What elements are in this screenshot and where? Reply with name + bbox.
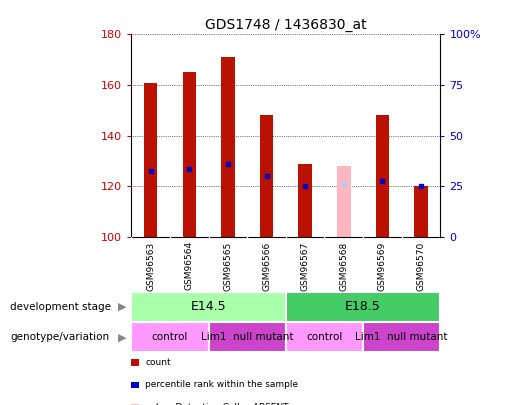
Text: Lim1  null mutant: Lim1 null mutant — [201, 332, 294, 342]
Bar — [209, 322, 286, 352]
Text: E14.5: E14.5 — [191, 300, 227, 313]
Text: ▶: ▶ — [117, 302, 126, 312]
Title: GDS1748 / 1436830_at: GDS1748 / 1436830_at — [205, 18, 367, 32]
Text: GSM96564: GSM96564 — [185, 241, 194, 290]
Bar — [182, 72, 196, 237]
Text: value, Detection Call = ABSENT: value, Detection Call = ABSENT — [145, 403, 289, 405]
Text: GSM96566: GSM96566 — [262, 241, 271, 290]
Bar — [131, 292, 286, 322]
Text: development stage: development stage — [10, 302, 111, 312]
Text: percentile rank within the sample: percentile rank within the sample — [145, 380, 298, 389]
Bar — [286, 322, 363, 352]
Bar — [298, 164, 312, 237]
Text: GSM96568: GSM96568 — [339, 241, 348, 290]
Text: GSM96563: GSM96563 — [146, 241, 155, 290]
Text: GSM96569: GSM96569 — [378, 241, 387, 290]
Text: Lim1  null mutant: Lim1 null mutant — [355, 332, 448, 342]
Text: control: control — [306, 332, 342, 342]
Bar — [414, 186, 428, 237]
Text: E18.5: E18.5 — [345, 300, 381, 313]
Text: ▶: ▶ — [117, 332, 126, 342]
Text: GSM96570: GSM96570 — [417, 241, 425, 290]
Bar — [221, 57, 235, 237]
Bar — [286, 292, 440, 322]
Bar — [363, 322, 440, 352]
Bar — [131, 322, 209, 352]
Text: count: count — [145, 358, 171, 367]
Bar — [337, 166, 351, 237]
Bar — [260, 115, 273, 237]
Bar — [375, 115, 389, 237]
Text: genotype/variation: genotype/variation — [10, 332, 109, 342]
Text: GSM96567: GSM96567 — [301, 241, 310, 290]
Text: control: control — [152, 332, 188, 342]
Text: GSM96565: GSM96565 — [224, 241, 232, 290]
Bar — [144, 83, 158, 237]
